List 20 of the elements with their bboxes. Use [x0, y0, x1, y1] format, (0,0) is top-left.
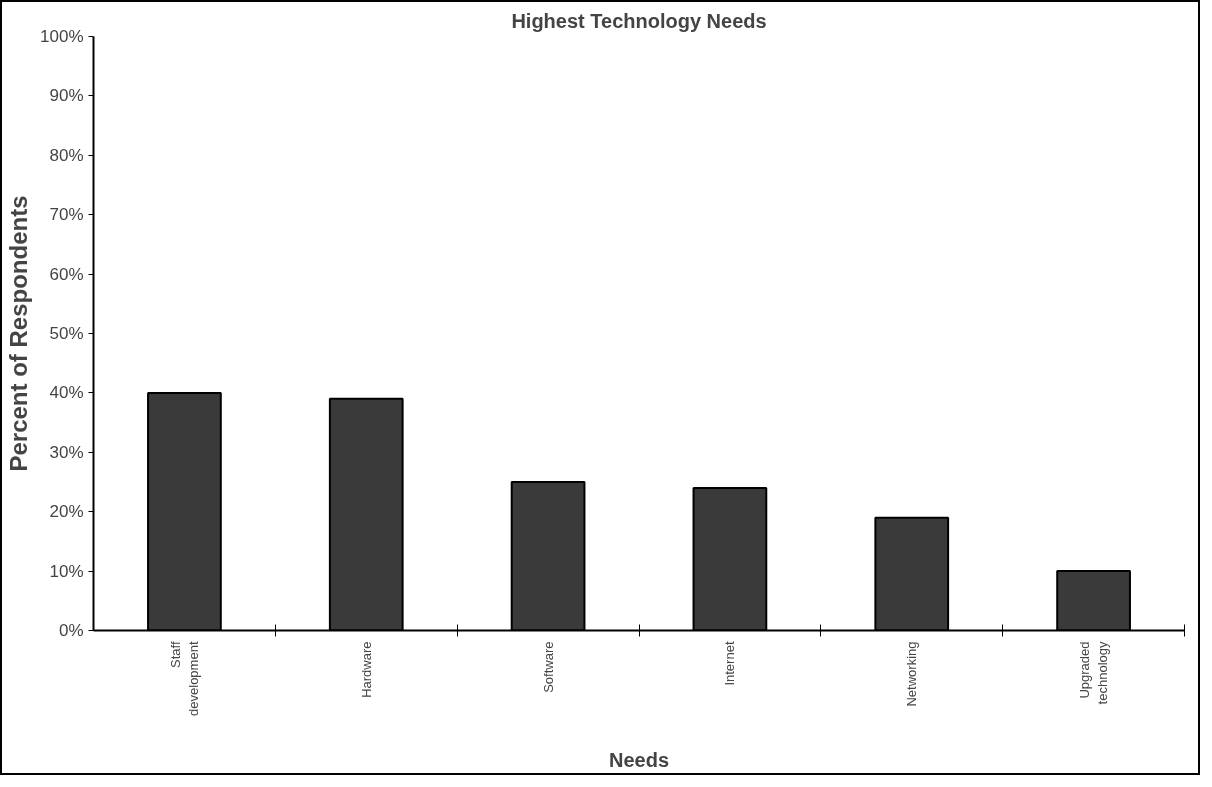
y-tick-label: 70%	[49, 205, 84, 225]
x-tick-label: Internet	[722, 641, 738, 686]
y-axis-title: Percent of Respondents	[5, 195, 33, 472]
y-tick-label: 90%	[49, 86, 84, 106]
y-tick-label: 60%	[49, 264, 84, 284]
y-tick-label: 100%	[40, 27, 84, 46]
y-tick-label: 40%	[49, 383, 84, 403]
y-tick-label: 30%	[49, 442, 84, 462]
y-tick-label: 10%	[49, 561, 84, 581]
x-tick-label: Upgraded technology	[1077, 641, 1111, 705]
chart-title: Highest Technology Needs	[511, 9, 767, 32]
y-tick-label: 80%	[49, 145, 84, 165]
y-tick-label: 50%	[49, 324, 84, 343]
x-tick-label: Software	[540, 641, 556, 693]
x-tick-label: Networking	[904, 641, 920, 707]
x-tick-label: Hardware	[358, 641, 374, 698]
x-axis-title: Needs	[608, 748, 670, 771]
x-tick-label: Staff development	[167, 641, 201, 716]
y-tick-label: 20%	[49, 502, 84, 522]
y-tick-label: 0%	[58, 621, 84, 640]
